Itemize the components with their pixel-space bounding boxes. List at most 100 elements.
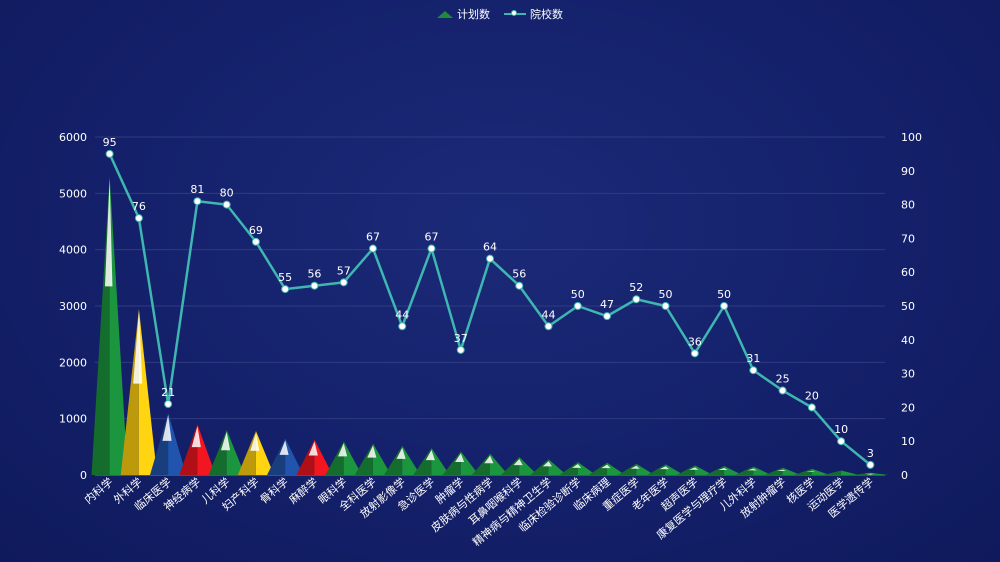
bar-left-face — [559, 462, 578, 475]
bar-left-face — [267, 438, 286, 475]
y-right-tick-label: 20 — [901, 401, 915, 414]
bar-highlight — [747, 468, 757, 471]
line-point — [661, 302, 670, 310]
bar — [314, 439, 333, 475]
bar-highlight — [308, 441, 318, 456]
bar-left-face — [705, 465, 725, 475]
bar-left-face — [91, 176, 110, 475]
bar — [402, 445, 421, 475]
bar — [197, 424, 216, 475]
data-label: 55 — [278, 271, 292, 284]
bar — [841, 470, 860, 475]
bar-highlight — [279, 440, 289, 455]
line-point — [251, 237, 260, 246]
data-label: 69 — [249, 224, 263, 237]
data-label: 56 — [512, 268, 526, 281]
line-point — [866, 460, 875, 469]
line-point — [720, 302, 729, 310]
bar-left-face — [413, 447, 432, 475]
bar-highlight — [337, 443, 348, 457]
bar — [168, 413, 187, 475]
data-label: 52 — [629, 281, 643, 294]
bar-left-face — [501, 456, 520, 475]
bar — [372, 443, 392, 475]
bar — [724, 465, 743, 475]
bar-highlight — [513, 458, 523, 466]
legend-item-schools[interactable]: 院校数 — [504, 6, 563, 22]
bar — [782, 467, 801, 475]
y-right-tick-label: 60 — [901, 266, 915, 279]
bar-left-face — [793, 468, 812, 475]
legend-item-plan[interactable]: 计划数 — [437, 6, 490, 22]
bar-left-face — [588, 462, 608, 475]
bar — [665, 464, 684, 475]
y-right-tick-label: 30 — [901, 368, 915, 381]
data-label: 95 — [103, 136, 117, 149]
bar-highlight — [601, 464, 611, 469]
line-point — [544, 322, 553, 331]
bar — [548, 459, 567, 475]
bar-left-face — [237, 431, 256, 475]
bar-highlight — [572, 464, 582, 468]
data-label: 76 — [132, 200, 146, 213]
y-left-tick-label: 0 — [80, 469, 87, 482]
line-point — [690, 349, 699, 358]
x-tick-label: 骨科学 — [257, 475, 291, 507]
y-left-tick-label: 6000 — [59, 131, 87, 144]
data-label: 56 — [307, 268, 321, 281]
bar — [343, 441, 362, 475]
y-right-tick-label: 70 — [901, 232, 915, 245]
bar — [636, 463, 655, 475]
bar — [285, 438, 304, 475]
bar — [607, 462, 626, 475]
data-label: 57 — [337, 264, 351, 277]
line-point — [807, 403, 816, 412]
y-right-tick-label: 50 — [901, 300, 915, 313]
y-right-tick-label: 80 — [901, 199, 915, 212]
line-point — [603, 312, 612, 321]
line-point — [281, 285, 290, 294]
bar-left-face — [530, 459, 549, 475]
bar — [577, 462, 596, 475]
line-point — [749, 366, 758, 375]
data-label: 31 — [746, 352, 760, 365]
data-label: 67 — [366, 231, 380, 244]
chart-legend: 计划数 院校数 — [0, 6, 1000, 22]
data-label: 81 — [190, 183, 204, 196]
bar-left-face — [179, 424, 198, 475]
bar-left-face — [822, 470, 842, 475]
bar-highlight — [220, 431, 231, 451]
bar — [870, 472, 889, 475]
bar-highlight — [425, 449, 435, 461]
data-label: 80 — [220, 187, 234, 200]
bar — [519, 456, 538, 475]
bar-highlight — [689, 467, 699, 470]
line-point — [193, 197, 202, 206]
line-point — [456, 345, 465, 354]
y-left-tick-label: 4000 — [59, 244, 87, 257]
y-left-tick-label: 5000 — [59, 187, 87, 200]
data-label: 50 — [659, 288, 673, 301]
bar-highlight — [250, 433, 260, 451]
y-left-tick-label: 1000 — [59, 413, 87, 426]
bar-left-face — [471, 453, 490, 475]
bar — [694, 465, 713, 475]
line-point — [486, 254, 494, 263]
bar — [811, 468, 830, 475]
bar-highlight — [104, 178, 113, 287]
line-point — [427, 244, 436, 253]
legend-label-schools: 院校数 — [530, 8, 563, 21]
bar-left-face — [150, 413, 169, 475]
bar-highlight — [484, 455, 494, 464]
line-point — [632, 295, 641, 304]
line-point — [339, 278, 348, 287]
bar — [138, 308, 158, 475]
bar-highlight — [367, 445, 377, 458]
y-right-tick-label: 10 — [901, 435, 915, 448]
data-label: 25 — [776, 373, 790, 386]
legend-label-plan: 计划数 — [457, 8, 490, 21]
bar-left-face — [735, 466, 754, 475]
line-point — [398, 322, 407, 331]
bar — [490, 453, 509, 475]
